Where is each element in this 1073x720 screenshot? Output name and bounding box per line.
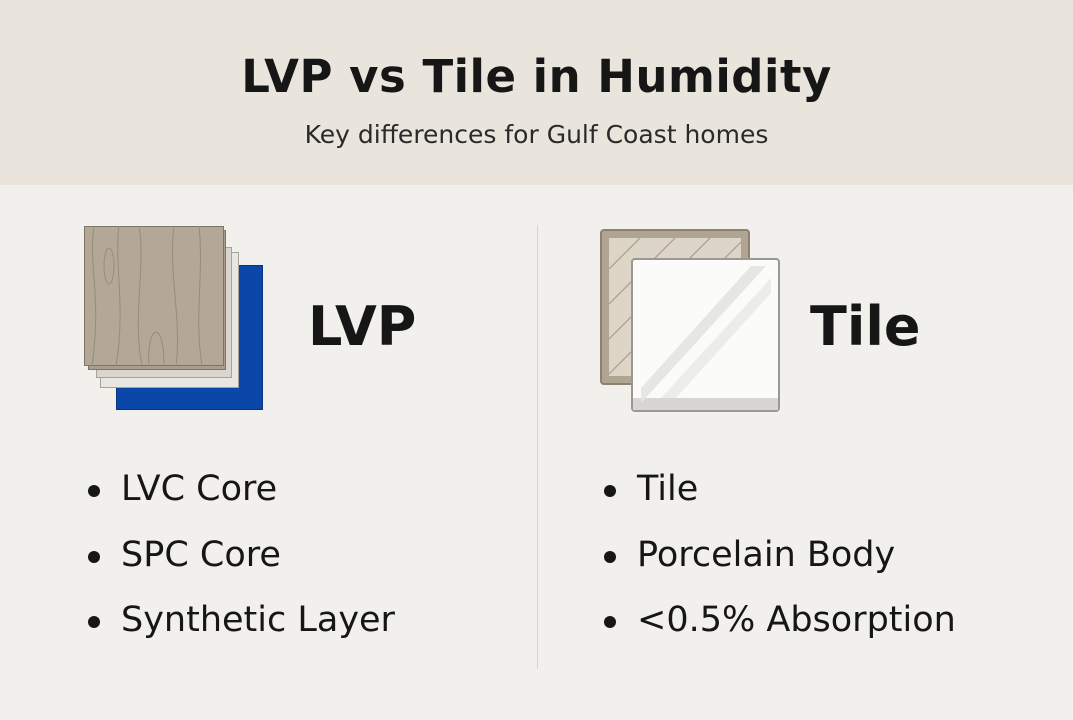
lvp-bullet-list: LVC Core SPC Core Synthetic Layer (88, 469, 395, 666)
page-title: LVP vs Tile in Humidity (241, 50, 832, 103)
tile-bullet: Porcelain Body (604, 535, 956, 601)
lvp-bullet: SPC Core (88, 535, 395, 601)
column-divider (537, 225, 538, 669)
header-band: LVP vs Tile in Humidity Key differences … (0, 0, 1073, 185)
tile-bullet: Tile (604, 469, 956, 535)
lvp-heading: LVP (308, 295, 417, 358)
tile-bullet-list: Tile Porcelain Body <0.5% Absorption (604, 469, 956, 666)
lvp-bullet: Synthetic Layer (88, 600, 395, 666)
tile-heading: Tile (810, 295, 921, 358)
page-subtitle: Key differences for Gulf Coast homes (304, 120, 769, 149)
tile-bullet: <0.5% Absorption (604, 600, 956, 666)
lvp-bullet: LVC Core (88, 469, 395, 535)
